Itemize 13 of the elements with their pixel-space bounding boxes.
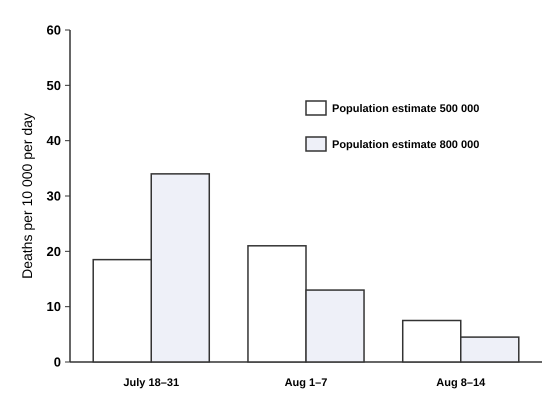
legend-label: Population estimate 500 000 (332, 102, 480, 115)
y-tick-label: 10 (46, 299, 61, 314)
x-tick-label: Aug 1–7 (284, 377, 328, 389)
y-tick-label: 50 (46, 78, 61, 93)
y-tick-label: 60 (46, 22, 61, 38)
y-tick-label: 40 (46, 133, 61, 148)
legend-label: Population estimate 800 000 (332, 138, 480, 151)
y-tick-label: 0 (54, 354, 61, 370)
y-tick-label: 30 (46, 188, 61, 204)
y-axis-title: Deaths per 10 000 per day (19, 113, 35, 279)
x-tick-label: Aug 8–14 (436, 377, 486, 389)
x-tick-label: July 18–31 (123, 377, 180, 389)
y-tick-label: 20 (46, 244, 61, 259)
